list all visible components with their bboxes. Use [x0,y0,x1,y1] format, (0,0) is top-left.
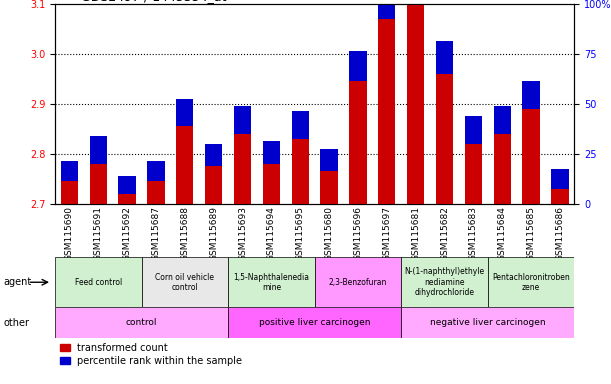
Bar [234,106,251,134]
FancyBboxPatch shape [55,307,228,338]
Text: GSM115683: GSM115683 [469,206,478,261]
Bar [349,81,367,204]
Text: N-(1-naphthyl)ethyle
nediamine
dihydrochloride: N-(1-naphthyl)ethyle nediamine dihydroch… [404,267,485,297]
FancyBboxPatch shape [142,257,228,307]
Bar [494,134,511,204]
Bar [176,126,194,204]
Text: GSM115684: GSM115684 [498,206,507,261]
Bar [263,164,280,204]
Bar [436,74,453,204]
Bar [60,161,78,181]
Bar [176,99,194,126]
Bar [60,181,78,204]
FancyBboxPatch shape [401,257,488,307]
Text: GSM115680: GSM115680 [324,206,334,261]
Bar [407,0,424,204]
Bar [349,51,367,81]
Text: GSM115689: GSM115689 [209,206,218,261]
Text: Corn oil vehicle
control: Corn oil vehicle control [155,273,214,292]
Bar [291,111,309,139]
Bar [291,139,309,204]
FancyBboxPatch shape [228,307,401,338]
Bar [436,41,453,74]
Bar [320,171,338,204]
Text: GSM115687: GSM115687 [152,206,161,261]
FancyBboxPatch shape [315,257,401,307]
Text: GSM115681: GSM115681 [411,206,420,261]
Text: control: control [126,318,157,327]
Text: GSM115690: GSM115690 [65,206,74,261]
Text: GSM115685: GSM115685 [527,206,536,261]
Bar [90,164,107,204]
Bar [378,19,395,204]
Text: GSM115686: GSM115686 [555,206,565,261]
Text: GSM115696: GSM115696 [353,206,362,261]
Bar [465,116,482,144]
Text: GSM115692: GSM115692 [123,206,131,261]
Bar [90,136,107,164]
Text: GSM115697: GSM115697 [382,206,391,261]
Bar [205,144,222,166]
FancyBboxPatch shape [401,307,574,338]
Text: Pentachloronitroben
zene: Pentachloronitroben zene [492,273,570,292]
Text: GSM115695: GSM115695 [296,206,305,261]
Text: GSM115694: GSM115694 [267,206,276,261]
Legend: transformed count, percentile rank within the sample: transformed count, percentile rank withi… [60,343,243,366]
Text: 1,5-Naphthalenedia
mine: 1,5-Naphthalenedia mine [233,273,309,292]
Bar [119,194,136,204]
Text: positive liver carcinogen: positive liver carcinogen [259,318,370,327]
Bar [494,106,511,134]
Bar [205,166,222,204]
Text: negative liver carcinogen: negative liver carcinogen [430,318,546,327]
Bar [263,141,280,164]
Bar [320,149,338,171]
FancyBboxPatch shape [55,257,142,307]
Text: other: other [3,318,29,328]
Text: Feed control: Feed control [75,278,122,287]
FancyBboxPatch shape [228,257,315,307]
Bar [147,181,164,204]
Bar [522,81,540,109]
Bar [378,0,395,19]
Text: GDS2497 / 1445354_at: GDS2497 / 1445354_at [81,0,227,3]
FancyBboxPatch shape [488,257,574,307]
Bar [522,109,540,204]
Bar [465,144,482,204]
Text: 2,3-Benzofuran: 2,3-Benzofuran [329,278,387,287]
Bar [119,176,136,194]
Text: GSM115682: GSM115682 [440,206,449,261]
Bar [551,169,569,189]
Bar [551,189,569,204]
Text: GSM115693: GSM115693 [238,206,247,261]
Text: agent: agent [3,277,31,287]
Text: GSM115691: GSM115691 [93,206,103,261]
Bar [147,161,164,181]
Text: GSM115688: GSM115688 [180,206,189,261]
Bar [234,134,251,204]
